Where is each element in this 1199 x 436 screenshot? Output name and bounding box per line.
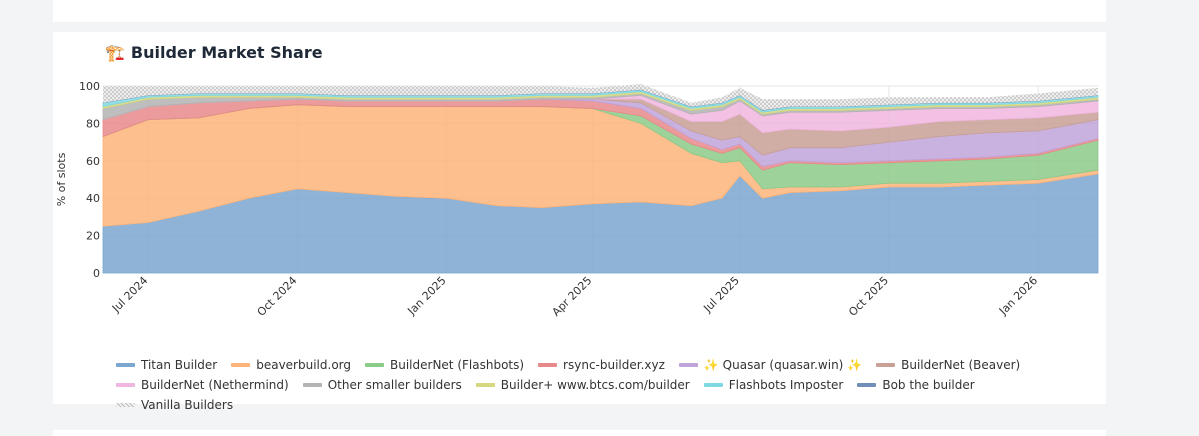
legend-label: Flashbots Imposter bbox=[728, 378, 844, 392]
legend-swatch bbox=[475, 383, 495, 387]
legend-item[interactable]: BuilderNet (Flashbots) bbox=[365, 356, 524, 374]
legend-label: beaverbuild.org bbox=[256, 358, 351, 372]
x-tick-label: Jul 2025 bbox=[700, 274, 742, 316]
legend-swatch bbox=[116, 403, 135, 407]
chart-legend: Titan Builder beaverbuild.org BuilderNet (… bbox=[116, 356, 1096, 414]
legend-item[interactable]: Flashbots Imposter bbox=[703, 376, 844, 394]
legend-swatch bbox=[538, 363, 558, 367]
legend-label: Bob the builder bbox=[882, 378, 975, 392]
y-tick-label: 80 bbox=[86, 117, 100, 130]
legend-item[interactable]: BuilderNet (Nethermind) bbox=[116, 376, 289, 394]
legend-swatch bbox=[876, 363, 896, 367]
legend-item[interactable]: Other smaller builders bbox=[302, 376, 462, 394]
y-tick-label: 0 bbox=[93, 267, 100, 280]
legend-label: Other smaller builders bbox=[327, 378, 462, 392]
legend-item[interactable]: BuilderNet (Beaver) bbox=[876, 356, 1020, 374]
y-tick-label: 60 bbox=[86, 155, 100, 168]
bottom-card-strip bbox=[53, 430, 1106, 436]
legend-swatch bbox=[302, 383, 322, 387]
x-tick-label: Apr 2025 bbox=[550, 274, 595, 319]
legend-swatch bbox=[365, 363, 384, 367]
legend-item[interactable]: Vanilla Builders bbox=[116, 396, 233, 414]
market-share-chart: 0 20 40 60 80 100 Jul 2024 Oct 2024 Jan 2025 Apr … bbox=[55, 80, 1099, 319]
legend-item[interactable]: rsync-builder.xyz bbox=[538, 356, 665, 374]
x-tick-label: Jul 2024 bbox=[109, 274, 151, 316]
legend-label: rsync-builder.xyz bbox=[563, 358, 665, 372]
legend-swatch bbox=[116, 363, 135, 367]
top-card-strip bbox=[53, 0, 1106, 22]
y-tick-label: 40 bbox=[86, 192, 100, 205]
x-tick-label: Jan 2026 bbox=[996, 274, 1040, 318]
legend-item[interactable]: ✨ Quasar (quasar.win) ✨ bbox=[678, 356, 863, 374]
legend-label: Titan Builder bbox=[141, 358, 218, 372]
y-axis-label: % of slots bbox=[55, 152, 68, 206]
legend-label: BuilderNet (Beaver) bbox=[901, 358, 1021, 372]
y-tick-label: 20 bbox=[86, 230, 100, 243]
legend-swatch bbox=[231, 363, 251, 367]
card-title: 🏗️ Builder Market Share bbox=[105, 43, 323, 62]
crane-icon: 🏗️ bbox=[105, 42, 125, 62]
x-tick-label: Oct 2024 bbox=[255, 274, 300, 319]
builder-market-share-card: 🏗️ Builder Market Share 0 20 40 60 80 100 Jul … bbox=[53, 32, 1106, 412]
legend-item[interactable]: Bob the builder bbox=[857, 376, 975, 394]
legend-label: BuilderNet (Flashbots) bbox=[390, 358, 525, 372]
legend-label: ✨ Quasar (quasar.win) ✨ bbox=[703, 358, 863, 372]
legend-swatch bbox=[703, 383, 723, 387]
x-tick-label: Jan 2025 bbox=[405, 274, 449, 318]
area-series-vanilla-builders bbox=[103, 84, 1098, 111]
legend-swatch bbox=[857, 383, 877, 387]
card-title-text: Builder Market Share bbox=[130, 43, 323, 62]
legend-item[interactable]: Titan Builder bbox=[116, 356, 217, 374]
legend-label: Vanilla Builders bbox=[141, 398, 234, 412]
legend-swatch bbox=[116, 383, 135, 387]
legend-label: Builder+ www.btcs.com/builder bbox=[500, 378, 690, 392]
legend-swatch bbox=[678, 363, 698, 367]
legend-label: BuilderNet (Nethermind) bbox=[141, 378, 289, 392]
legend-item[interactable]: beaverbuild.org bbox=[231, 356, 351, 374]
y-tick-label: 100 bbox=[79, 80, 100, 93]
x-tick-label: Oct 2025 bbox=[846, 274, 891, 319]
legend-item[interactable]: Builder+ www.btcs.com/builder bbox=[475, 376, 690, 394]
